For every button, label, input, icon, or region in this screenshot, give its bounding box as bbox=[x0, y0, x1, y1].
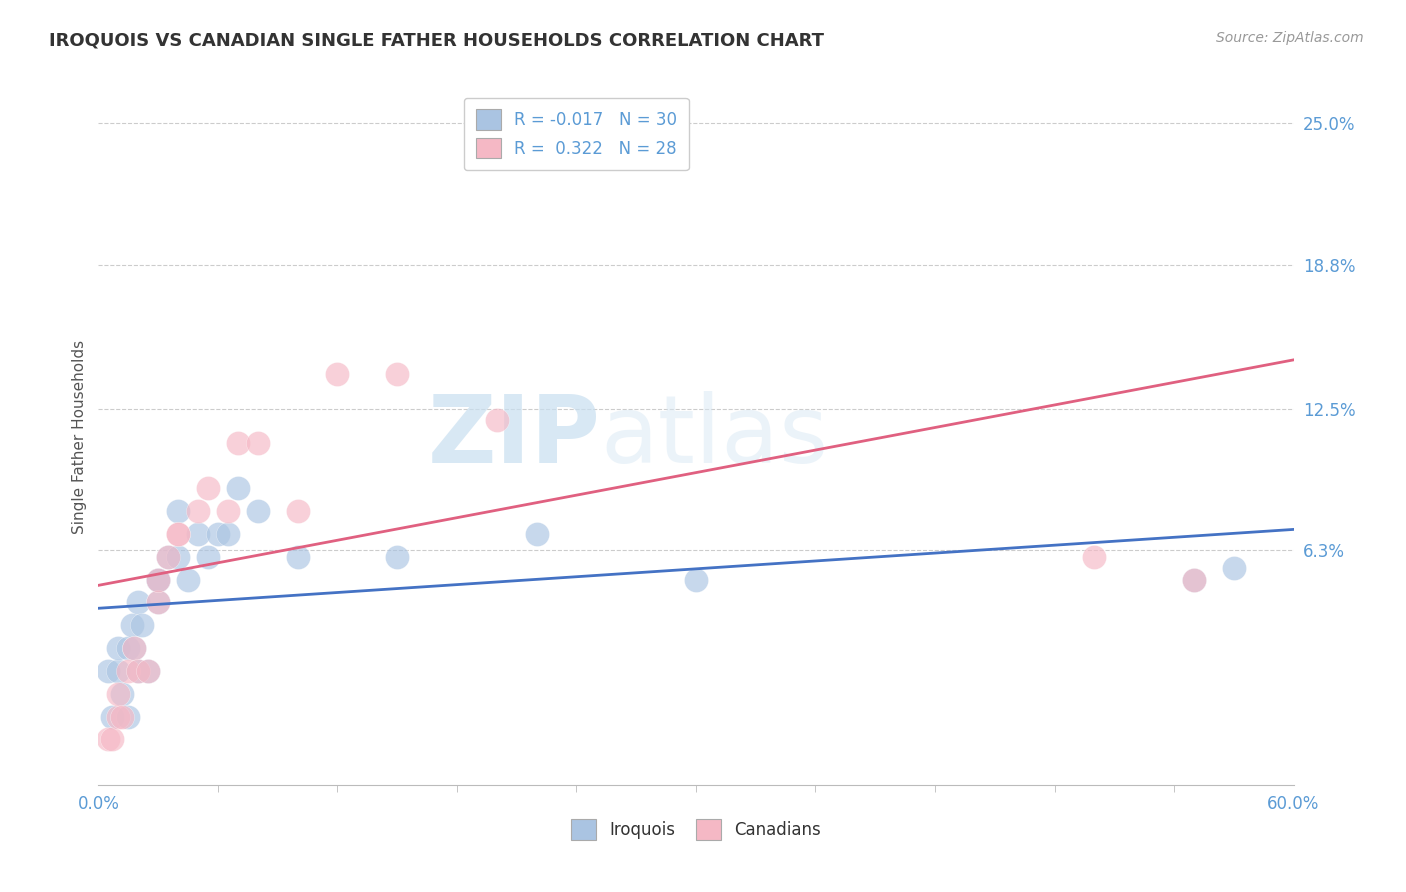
Point bbox=[226, 435, 249, 450]
Point bbox=[124, 641, 146, 656]
Point bbox=[207, 527, 229, 541]
Point bbox=[246, 435, 269, 450]
Point bbox=[197, 549, 219, 564]
Y-axis label: Single Father Households: Single Father Households bbox=[72, 340, 87, 534]
Point bbox=[111, 709, 134, 723]
Point bbox=[1182, 573, 1205, 587]
Point bbox=[107, 709, 129, 723]
Point bbox=[526, 2, 548, 16]
Point bbox=[217, 504, 239, 518]
Point bbox=[101, 732, 124, 747]
Point bbox=[157, 549, 180, 564]
Point bbox=[117, 664, 139, 678]
Point bbox=[157, 549, 180, 564]
Point bbox=[226, 482, 249, 496]
Point bbox=[187, 527, 209, 541]
Point bbox=[167, 527, 190, 541]
Point bbox=[1083, 549, 1105, 564]
Point bbox=[117, 709, 139, 723]
Point bbox=[107, 664, 129, 678]
Point bbox=[217, 527, 239, 541]
Point bbox=[124, 641, 146, 656]
Legend: Iroquois, Canadians: Iroquois, Canadians bbox=[565, 813, 827, 847]
Point bbox=[167, 549, 190, 564]
Point bbox=[127, 664, 149, 678]
Point bbox=[148, 595, 170, 609]
Point bbox=[107, 641, 129, 656]
Point bbox=[177, 573, 200, 587]
Text: atlas: atlas bbox=[600, 391, 828, 483]
Point bbox=[167, 504, 190, 518]
Text: IROQUOIS VS CANADIAN SINGLE FATHER HOUSEHOLDS CORRELATION CHART: IROQUOIS VS CANADIAN SINGLE FATHER HOUSE… bbox=[49, 31, 824, 49]
Point bbox=[187, 504, 209, 518]
Text: Source: ZipAtlas.com: Source: ZipAtlas.com bbox=[1216, 31, 1364, 45]
Point bbox=[167, 527, 190, 541]
Point bbox=[107, 687, 129, 701]
Point bbox=[246, 504, 269, 518]
Point bbox=[1182, 573, 1205, 587]
Point bbox=[111, 687, 134, 701]
Point bbox=[148, 573, 170, 587]
Point bbox=[127, 664, 149, 678]
Point bbox=[385, 549, 409, 564]
Point bbox=[685, 573, 707, 587]
Point bbox=[485, 413, 508, 427]
Point bbox=[127, 595, 149, 609]
Point bbox=[287, 504, 309, 518]
Point bbox=[131, 618, 153, 632]
Point bbox=[148, 595, 170, 609]
Point bbox=[97, 664, 120, 678]
Point bbox=[136, 664, 159, 678]
Point bbox=[148, 573, 170, 587]
Text: ZIP: ZIP bbox=[427, 391, 600, 483]
Point bbox=[136, 664, 159, 678]
Point bbox=[287, 549, 309, 564]
Point bbox=[197, 482, 219, 496]
Point bbox=[385, 368, 409, 382]
Point bbox=[148, 573, 170, 587]
Point bbox=[97, 732, 120, 747]
Point bbox=[526, 527, 548, 541]
Point bbox=[1223, 561, 1246, 575]
Point bbox=[117, 641, 139, 656]
Point bbox=[121, 618, 143, 632]
Point bbox=[326, 368, 349, 382]
Point bbox=[101, 709, 124, 723]
